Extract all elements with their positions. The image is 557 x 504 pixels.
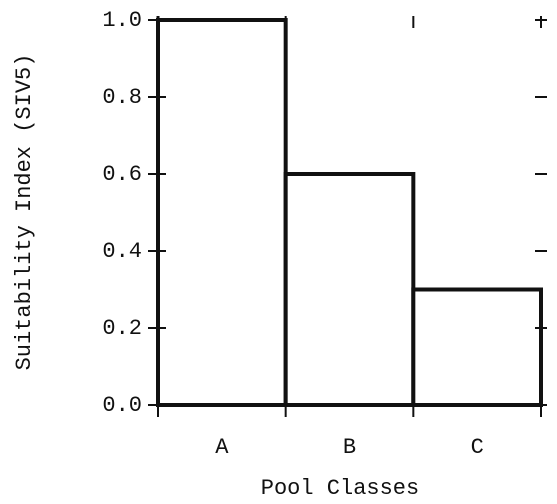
y-tick-label: 0.0 — [102, 393, 142, 418]
y-tick-label: 0.8 — [102, 85, 142, 110]
bar — [283, 172, 416, 407]
x-tick-label: B — [343, 435, 356, 460]
y-tick-label: 1.0 — [102, 8, 142, 33]
y-tick-label: 0.6 — [102, 162, 142, 187]
x-tick-label: A — [215, 435, 229, 460]
y-axis-label: Suitability Index (SIV5) — [12, 54, 37, 371]
x-tick-label: C — [471, 435, 484, 460]
x-axis-label: Pool Classes — [261, 476, 419, 501]
y-tick-label: 0.2 — [102, 316, 142, 341]
bar — [156, 18, 288, 407]
bar — [411, 287, 544, 407]
y-tick-label: 0.4 — [102, 239, 142, 264]
